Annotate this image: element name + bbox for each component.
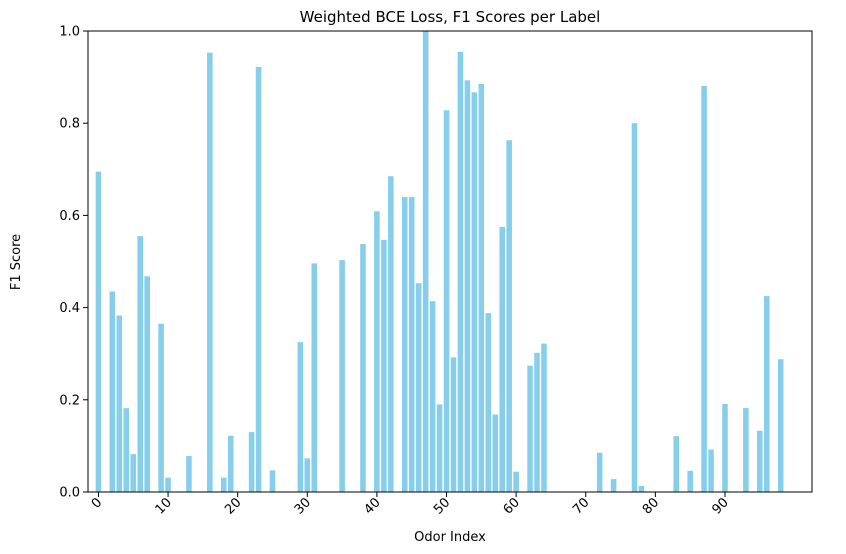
plot-frame: [87, 30, 813, 493]
bar-22: [248, 432, 255, 492]
bar-18: [220, 477, 227, 492]
bar-38: [360, 243, 366, 492]
x-tick-label: 40: [361, 495, 383, 517]
bar-59: [506, 140, 512, 492]
x-tick-label: 70: [570, 495, 592, 517]
bar-77: [631, 123, 638, 492]
bar-10: [165, 477, 171, 492]
bar-40: [374, 211, 380, 492]
x-tick-label: 50: [431, 495, 453, 517]
bar-85: [687, 470, 693, 492]
bar-30: [304, 458, 311, 492]
y-tick-label: 0.2: [59, 393, 80, 408]
bar-51: [450, 357, 457, 492]
bar-95: [757, 430, 763, 492]
y-tick-label: 1.0: [59, 25, 80, 40]
bar-96: [763, 296, 770, 492]
bar-2: [109, 291, 116, 492]
bar-42: [388, 176, 394, 492]
bar-16: [207, 52, 213, 493]
bar-35: [339, 260, 345, 492]
bar-0: [95, 171, 102, 493]
x-tick-label: 90: [710, 495, 732, 517]
y-axis: 0.0 0.2 0.4 0.6 0.8 1.0: [59, 25, 88, 501]
bars-group: [95, 31, 784, 493]
bar-56: [485, 313, 492, 492]
bar-54: [471, 92, 478, 493]
y-tick-label: 0.4: [59, 301, 80, 316]
bar-3: [116, 315, 123, 492]
bar-52: [457, 51, 464, 493]
bar-55: [478, 84, 485, 492]
bar-63: [534, 352, 540, 492]
bar-58: [499, 226, 505, 493]
y-tick-label: 0.0: [59, 486, 80, 501]
bar-90: [722, 403, 728, 492]
bar-60: [513, 471, 519, 492]
bar-5: [130, 454, 137, 492]
bar-31: [311, 263, 318, 492]
bar-45: [408, 196, 415, 492]
x-tick-label: 10: [153, 495, 175, 517]
bar-9: [158, 323, 164, 492]
x-tick-label: 20: [222, 495, 244, 517]
bar-47: [422, 31, 429, 492]
bar-72: [596, 452, 603, 492]
bar-53: [464, 80, 471, 493]
bar-78: [638, 486, 645, 492]
chart-title: Weighted BCE Loss, F1 Scores per Label: [300, 8, 601, 26]
bar-25: [269, 470, 276, 492]
x-tick-label: 30: [292, 495, 314, 517]
bar-87: [701, 85, 707, 492]
bar-4: [123, 408, 130, 492]
bar-74: [610, 479, 617, 492]
y-tick-label: 0.6: [59, 209, 80, 224]
x-tick-label: 60: [501, 495, 523, 517]
bar-29: [297, 342, 304, 492]
bar-93: [743, 408, 749, 492]
bar-13: [186, 456, 192, 492]
bar-19: [227, 435, 234, 492]
bar-88: [708, 449, 714, 492]
bar-6: [137, 236, 143, 492]
bar-62: [527, 365, 533, 492]
x-axis: 0 10 20 30 40 50 60 70 80 90: [89, 492, 732, 518]
bar-49: [436, 404, 443, 492]
x-axis-label: Odor Index: [414, 530, 486, 545]
bar-41: [381, 239, 387, 492]
bar-50: [443, 110, 450, 493]
bar-46: [415, 283, 422, 492]
bar-64: [541, 343, 547, 492]
bar-83: [673, 436, 680, 492]
bar-98: [777, 359, 784, 492]
x-tick-label: 0: [89, 495, 105, 511]
bar-44: [401, 196, 408, 492]
bar-23: [255, 66, 262, 492]
x-tick-label: 80: [640, 495, 662, 517]
y-axis-label: F1 Score: [9, 234, 24, 290]
bar-48: [429, 301, 436, 492]
bar-7: [144, 276, 150, 492]
y-tick-label: 0.8: [59, 117, 80, 132]
bar-57: [492, 414, 499, 492]
